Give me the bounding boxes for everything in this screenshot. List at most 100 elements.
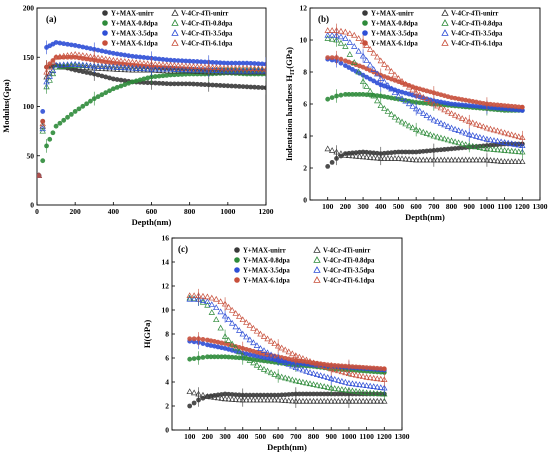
- data-point: [430, 132, 438, 139]
- data-point: [512, 132, 519, 139]
- data-point: [420, 148, 426, 154]
- data-point: [374, 390, 381, 396]
- data-point: [396, 149, 401, 155]
- y-tick-label: 10: [162, 306, 170, 315]
- data-point: [239, 64, 247, 71]
- data-point: [313, 397, 321, 404]
- data-point: [403, 98, 408, 103]
- x-tick-label: 1000: [341, 432, 356, 441]
- data-point: [122, 52, 128, 58]
- data-point: [56, 53, 64, 60]
- data-point: [137, 54, 143, 60]
- data-point: [246, 396, 254, 403]
- data-point: [204, 394, 210, 399]
- data-point: [136, 59, 144, 66]
- data-point: [187, 403, 193, 409]
- data-point: [325, 96, 331, 102]
- data-point: [213, 82, 219, 88]
- data-point: [395, 92, 402, 99]
- data-point: [357, 149, 362, 155]
- data-point: [258, 392, 263, 398]
- data-point: [210, 82, 215, 88]
- data-point: [462, 156, 469, 163]
- legend-label: Y+MAX-6.1dpa: [371, 40, 418, 47]
- data-point: [83, 62, 90, 68]
- data-point: [494, 127, 501, 134]
- data-point: [367, 365, 373, 371]
- data-point: [243, 333, 250, 340]
- legend-label: V-4Cr-4Ti-6.1dpa: [451, 40, 503, 47]
- data-point: [338, 60, 344, 66]
- data-point: [289, 362, 296, 369]
- data-point: [325, 164, 331, 169]
- data-point: [441, 121, 448, 128]
- data-point: [317, 361, 324, 368]
- data-point: [213, 295, 220, 302]
- data-point: [222, 354, 228, 360]
- data-point: [476, 122, 484, 128]
- data-point: [338, 397, 346, 404]
- data-point: [52, 53, 60, 60]
- data-point: [219, 354, 224, 360]
- data-point: [175, 58, 181, 63]
- data-point: [384, 108, 392, 114]
- data-point: [512, 140, 519, 147]
- data-point: [87, 62, 94, 69]
- x-tick-label: 1000: [220, 207, 235, 216]
- data-point: [217, 298, 224, 305]
- data-point: [356, 372, 363, 379]
- data-point: [257, 364, 264, 371]
- data-point: [505, 103, 511, 109]
- data-point: [282, 397, 289, 403]
- data-point: [64, 61, 71, 67]
- data-point: [84, 45, 90, 51]
- data-point: [265, 392, 270, 398]
- data-point: [448, 110, 455, 117]
- data-point: [164, 57, 170, 63]
- data-point: [187, 81, 193, 87]
- data-point: [253, 361, 261, 368]
- data-point: [307, 391, 313, 397]
- data-point: [395, 116, 402, 123]
- data-point: [488, 101, 493, 107]
- data-point: [356, 381, 363, 388]
- data-point: [282, 374, 289, 381]
- data-point: [466, 103, 472, 108]
- data-point: [313, 371, 321, 377]
- data-point: [113, 57, 121, 64]
- data-point: [352, 397, 360, 404]
- y-tick-label: 8: [303, 68, 307, 77]
- legend-marker: [313, 276, 321, 283]
- data-point: [434, 156, 441, 163]
- data-point: [325, 391, 331, 397]
- data-point: [332, 391, 338, 397]
- data-point: [258, 358, 263, 363]
- data-point: [114, 77, 120, 82]
- data-point: [228, 64, 235, 71]
- data-point: [355, 35, 362, 41]
- data-point: [222, 391, 228, 397]
- data-point: [159, 61, 167, 68]
- data-point: [420, 128, 427, 135]
- data-point: [133, 64, 140, 71]
- data-point: [183, 81, 189, 87]
- legend-label: V-4Cr-4Ti-0.8dpa: [451, 20, 503, 27]
- data-point: [65, 41, 70, 47]
- y-tick-label: 200: [23, 4, 35, 13]
- data-point: [80, 103, 86, 109]
- data-point: [278, 344, 285, 351]
- data-point: [487, 156, 494, 163]
- legend-marker: [171, 9, 179, 16]
- data-point: [103, 74, 109, 80]
- data-point: [342, 386, 349, 393]
- data-point: [75, 51, 83, 58]
- data-point: [306, 380, 314, 387]
- data-point: [502, 103, 508, 108]
- series-V-4Cr-4Ti-6.1dpa: [186, 288, 388, 387]
- data-point: [469, 119, 476, 126]
- data-point: [337, 27, 345, 34]
- data-point: [243, 67, 251, 74]
- data-point: [228, 306, 236, 313]
- data-point: [167, 65, 174, 72]
- data-point: [114, 51, 120, 57]
